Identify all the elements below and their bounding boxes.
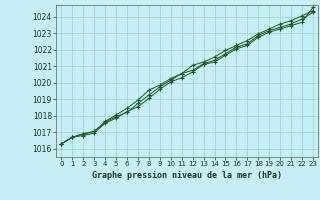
X-axis label: Graphe pression niveau de la mer (hPa): Graphe pression niveau de la mer (hPa) — [92, 171, 282, 180]
